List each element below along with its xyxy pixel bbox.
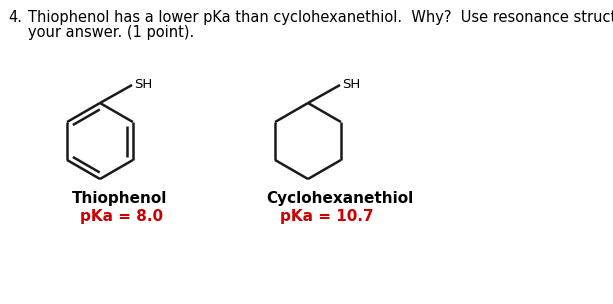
- Text: pKa = 10.7: pKa = 10.7: [280, 209, 374, 224]
- Text: SH: SH: [134, 78, 152, 91]
- Text: Thiophenol: Thiophenol: [72, 191, 167, 206]
- Text: Cyclohexanethiol: Cyclohexanethiol: [266, 191, 413, 206]
- Text: your answer. (1 point).: your answer. (1 point).: [28, 25, 194, 40]
- Text: Thiophenol has a lower pKa than cyclohexanethiol.  Why?  Use resonance structure: Thiophenol has a lower pKa than cyclohex…: [28, 10, 613, 25]
- Text: SH: SH: [342, 78, 360, 91]
- Text: pKa = 8.0: pKa = 8.0: [80, 209, 163, 224]
- Text: 4.: 4.: [8, 10, 22, 25]
